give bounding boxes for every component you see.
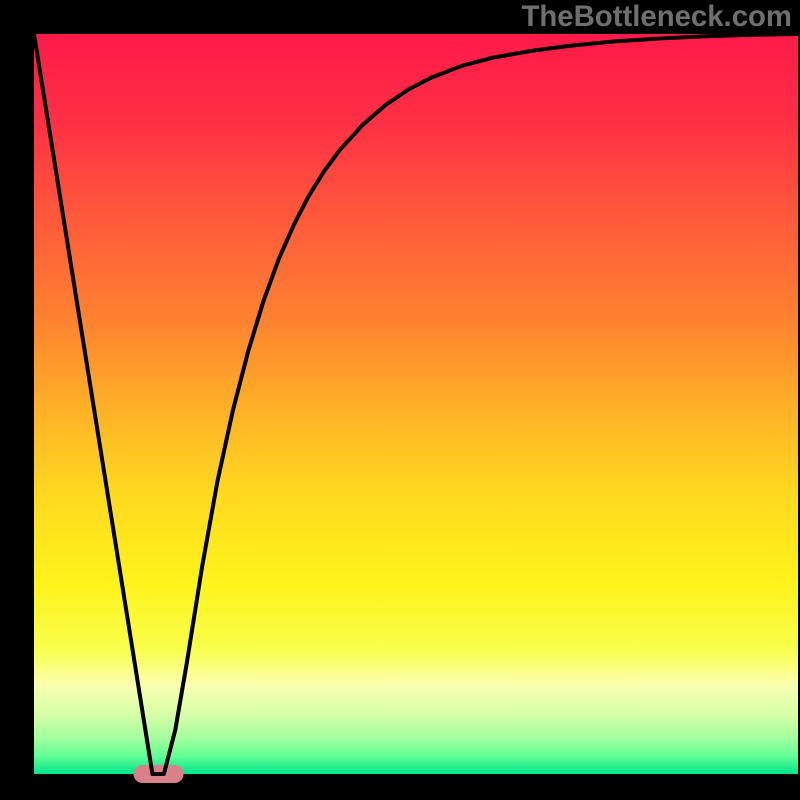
plot-background — [34, 34, 798, 774]
bottleneck-chart — [0, 0, 800, 800]
watermark-text: TheBottleneck.com — [521, 0, 792, 34]
chart-container: { "meta": { "watermark_text": "TheBottle… — [0, 0, 800, 800]
